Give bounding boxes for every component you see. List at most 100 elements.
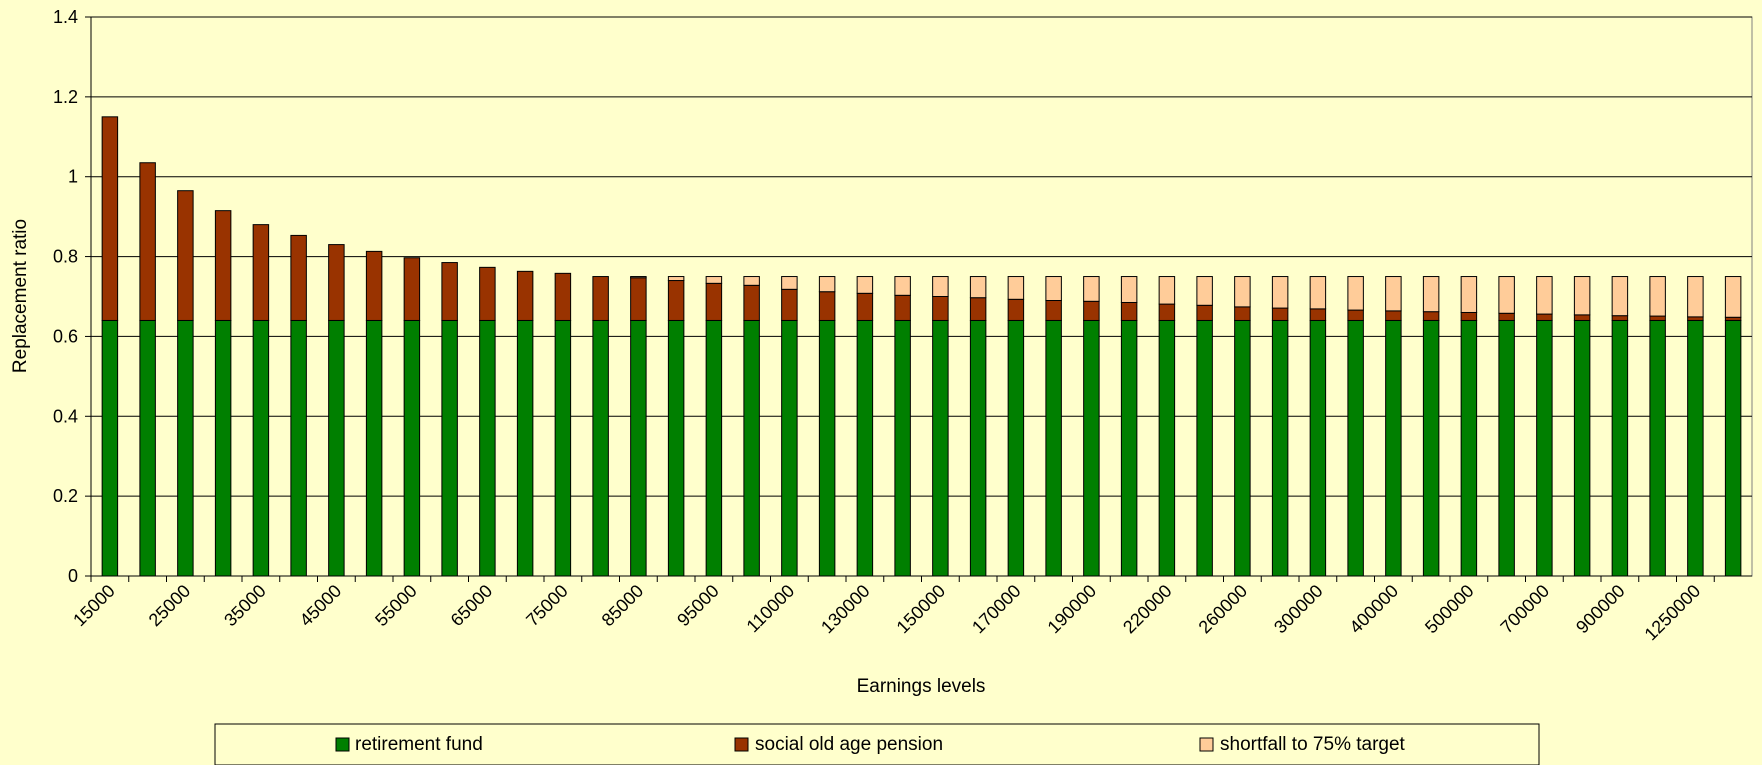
legend-label-shortfall: shortfall to 75% target bbox=[1220, 734, 1406, 755]
bar-segment-social-old-age-pension-40000 bbox=[290, 234, 307, 321]
bar-segment-retirement-fund-35000 bbox=[252, 319, 270, 577]
bar-segment-social-old-age-pension-220000 bbox=[1158, 303, 1176, 321]
bar-segment-retirement-fund-1500000 bbox=[1724, 319, 1742, 577]
x-tick-label: 1250000 bbox=[1641, 581, 1705, 645]
x-tick-label: 170000 bbox=[968, 581, 1025, 638]
bar-segment-social-old-age-pension-900000 bbox=[1611, 315, 1629, 321]
bar-segment-shortfall-to-75-target-600000 bbox=[1498, 276, 1515, 314]
bar-segment-retirement-fund-130000 bbox=[856, 319, 874, 577]
y-tick-labels: 0 0.2 0.4 0.6 0.8 1 1.2 1.4 bbox=[53, 7, 78, 586]
bar-segment-shortfall-to-75-target-900000 bbox=[1611, 276, 1629, 317]
y-tick-label: 1.4 bbox=[53, 7, 78, 27]
y-tick-label: 1.2 bbox=[53, 87, 78, 107]
bar-segment-social-old-age-pension-50000 bbox=[365, 250, 383, 321]
bar-segment-retirement-fund-280000 bbox=[1271, 319, 1289, 577]
bar-segment-social-old-age-pension-60000 bbox=[441, 262, 458, 321]
bar-segment-retirement-fund-90000 bbox=[667, 319, 685, 577]
legend-swatch-social-old-age-pension bbox=[734, 737, 749, 752]
axes bbox=[90, 17, 1752, 577]
bar-segment-social-old-age-pension-95000 bbox=[705, 282, 723, 321]
bar-segment-retirement-fund-30000 bbox=[214, 319, 232, 577]
bar-segment-shortfall-to-75-target-350000 bbox=[1347, 276, 1364, 311]
bar-segment-shortfall-to-75-target-110000 bbox=[781, 276, 798, 290]
bar-segment-retirement-fund-110000 bbox=[781, 319, 798, 577]
bar-segment-social-old-age-pension-300000 bbox=[1309, 308, 1327, 321]
x-tick-label: 700000 bbox=[1497, 581, 1554, 638]
bar-segment-shortfall-to-75-target-1250000 bbox=[1687, 276, 1704, 318]
x-tick-label: 150000 bbox=[893, 581, 950, 638]
bar-segment-shortfall-to-75-target-450000 bbox=[1422, 276, 1440, 313]
y-tick-label: 0.2 bbox=[53, 486, 78, 506]
bar-segment-social-old-age-pension-1000000 bbox=[1649, 315, 1666, 321]
bar-segment-retirement-fund-15000 bbox=[101, 319, 119, 577]
bar-segment-shortfall-to-75-target-140000 bbox=[894, 276, 911, 296]
bar-segment-shortfall-to-75-target-700000 bbox=[1536, 276, 1553, 315]
bar-segment-retirement-fund-50000 bbox=[365, 319, 383, 577]
bar-segment-retirement-fund-65000 bbox=[479, 319, 496, 577]
bar-segment-social-old-age-pension-600000 bbox=[1498, 312, 1515, 321]
x-tick-label: 260000 bbox=[1195, 581, 1252, 638]
bar-segment-social-old-age-pension-25000 bbox=[177, 190, 194, 321]
bar-segment-retirement-fund-900000 bbox=[1611, 319, 1629, 577]
bar-segment-social-old-age-pension-70000 bbox=[516, 270, 534, 321]
bar-segment-retirement-fund-400000 bbox=[1385, 319, 1402, 577]
bar-segment-retirement-fund-40000 bbox=[290, 319, 307, 577]
legend: retirement fund social old age pension s… bbox=[214, 723, 1540, 765]
bar-segment-social-old-age-pension-100000 bbox=[743, 284, 760, 321]
bar-segment-shortfall-to-75-target-400000 bbox=[1385, 276, 1402, 312]
bar-segment-retirement-fund-500000 bbox=[1460, 319, 1478, 577]
bar-segment-shortfall-to-75-target-95000 bbox=[705, 276, 723, 284]
bar-segment-shortfall-to-75-target-280000 bbox=[1271, 276, 1289, 309]
bar-segment-social-old-age-pension-260000 bbox=[1234, 306, 1251, 321]
y-tick-label: 0.6 bbox=[53, 326, 78, 346]
x-tick-label: 900000 bbox=[1572, 581, 1629, 638]
bar-segment-shortfall-to-75-target-130000 bbox=[856, 276, 874, 294]
x-tick-label: 75000 bbox=[522, 581, 572, 631]
bar-segment-shortfall-to-75-target-150000 bbox=[932, 276, 949, 298]
bar-segment-retirement-fund-60000 bbox=[441, 319, 458, 577]
bar-segment-shortfall-to-75-target-200000 bbox=[1120, 276, 1138, 303]
bar-segment-retirement-fund-95000 bbox=[705, 319, 723, 577]
legend-swatch-shortfall bbox=[1199, 737, 1214, 752]
legend-swatch-retirement-fund bbox=[335, 737, 350, 752]
x-tick-label: 15000 bbox=[69, 581, 119, 631]
bar-segment-shortfall-to-75-target-100000 bbox=[743, 276, 760, 286]
bar-segment-retirement-fund-75000 bbox=[554, 319, 572, 577]
bar-segment-retirement-fund-80000 bbox=[592, 319, 609, 577]
bar-segment-retirement-fund-100000 bbox=[743, 319, 760, 577]
bar-segment-social-old-age-pension-35000 bbox=[252, 224, 270, 321]
bar-segment-retirement-fund-160000 bbox=[969, 319, 987, 577]
bar-segment-retirement-fund-700000 bbox=[1536, 319, 1553, 577]
bar-segment-social-old-age-pension-55000 bbox=[403, 257, 421, 321]
bar-segment-retirement-fund-180000 bbox=[1045, 319, 1062, 577]
x-tick-label: 110000 bbox=[743, 581, 799, 637]
bar-segment-social-old-age-pension-1250000 bbox=[1687, 316, 1704, 321]
x-tick-label: 95000 bbox=[673, 581, 723, 631]
y-axis-title: Replacement ratio bbox=[10, 219, 31, 373]
bar-segment-social-old-age-pension-400000 bbox=[1385, 310, 1402, 321]
x-tick-label: 300000 bbox=[1270, 581, 1327, 638]
bar-segment-retirement-fund-85000 bbox=[630, 319, 647, 577]
x-tick-label: 500000 bbox=[1421, 581, 1478, 638]
bar-segment-social-old-age-pension-150000 bbox=[932, 296, 949, 321]
x-tick-label: 85000 bbox=[598, 581, 648, 631]
bar-segment-retirement-fund-200000 bbox=[1120, 319, 1138, 577]
y-tick-label: 0.4 bbox=[53, 406, 78, 426]
bar-segment-shortfall-to-75-target-90000 bbox=[667, 276, 685, 282]
bar-segment-retirement-fund-120000 bbox=[818, 319, 836, 577]
bar-segment-social-old-age-pension-65000 bbox=[479, 266, 496, 321]
bar-segment-retirement-fund-220000 bbox=[1158, 319, 1176, 577]
bar-segment-social-old-age-pension-120000 bbox=[818, 291, 836, 321]
bar-segment-shortfall-to-75-target-240000 bbox=[1196, 276, 1213, 306]
bar-segment-retirement-fund-25000 bbox=[177, 319, 194, 577]
bar-segment-shortfall-to-75-target-190000 bbox=[1083, 276, 1100, 302]
bar-segment-shortfall-to-75-target-800000 bbox=[1573, 276, 1591, 316]
bar-segment-shortfall-to-75-target-85000 bbox=[630, 276, 647, 279]
bar-segment-social-old-age-pension-700000 bbox=[1536, 313, 1553, 321]
bar-segment-social-old-age-pension-140000 bbox=[894, 294, 911, 321]
bar-segment-retirement-fund-20000 bbox=[139, 319, 156, 577]
y-tick-label: 0.8 bbox=[53, 247, 78, 267]
bar-segment-social-old-age-pension-240000 bbox=[1196, 304, 1213, 321]
bar-segment-retirement-fund-300000 bbox=[1309, 319, 1327, 577]
